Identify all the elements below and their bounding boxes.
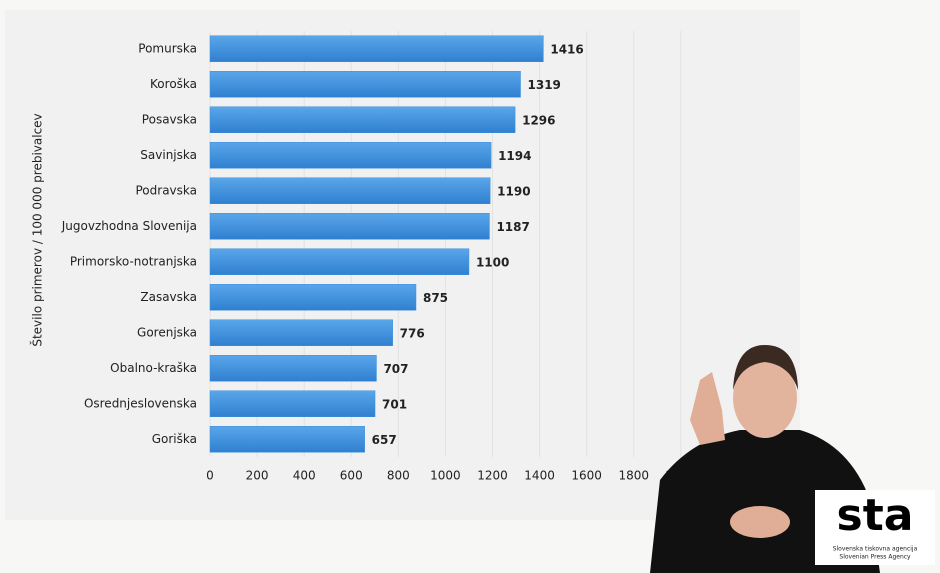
- logo: sta Slovenska tiskovna agencija Slovenia…: [815, 490, 935, 565]
- bar: [209, 426, 365, 453]
- interpreter-hand: [690, 372, 725, 445]
- plot: 0200400600800100012001400160018002000Pom…: [61, 31, 696, 483]
- bar: [209, 213, 490, 240]
- bar: [209, 71, 521, 98]
- bar: [209, 355, 377, 382]
- x-tick-label: 1200: [477, 469, 508, 483]
- x-tick-label: 1000: [430, 469, 461, 483]
- value-label: 776: [400, 326, 425, 340]
- y-tick-label: Pomurska: [138, 41, 197, 55]
- y-tick-label: Koroška: [150, 77, 197, 91]
- bar: [209, 35, 544, 62]
- value-label: 657: [372, 433, 397, 447]
- bar: [209, 142, 492, 169]
- y-tick-label: Jugovzhodna Slovenija: [61, 219, 197, 233]
- value-label: 707: [383, 362, 408, 376]
- x-tick-label: 1600: [571, 469, 602, 483]
- y-axis-label: Število primerov / 100 000 prebivalcev: [30, 113, 45, 346]
- value-label: 1194: [498, 149, 531, 163]
- logo-line: Slovenska tiskovna agencija: [833, 546, 918, 553]
- value-label: 1190: [497, 184, 530, 198]
- interpreter-hair: [733, 345, 798, 390]
- bar: [209, 248, 470, 275]
- value-label: 701: [382, 397, 407, 411]
- y-tick-label: Savinjska: [140, 148, 197, 162]
- y-tick-label: Osrednjeslovenska: [84, 396, 197, 410]
- value-label: 875: [423, 291, 448, 305]
- logo-line: Slovenian Press Agency: [839, 554, 911, 561]
- bar: [209, 106, 516, 133]
- x-tick-label: 200: [246, 469, 269, 483]
- y-tick-label: Obalno-kraška: [110, 361, 197, 375]
- logo-text: sta: [837, 490, 914, 541]
- x-tick-label: 800: [387, 469, 410, 483]
- y-tick-label: Primorsko-notranjska: [70, 254, 197, 268]
- x-tick-label: 400: [293, 469, 316, 483]
- bar: [209, 284, 417, 311]
- bar: [209, 319, 393, 346]
- logo-box: [815, 490, 935, 565]
- value-label: 1100: [476, 255, 509, 269]
- x-tick-label: 1800: [618, 469, 649, 483]
- value-label: 1416: [550, 42, 583, 56]
- value-label: 1319: [528, 78, 561, 92]
- interpreter-hand: [730, 506, 790, 538]
- y-tick-label: Goriška: [152, 432, 197, 446]
- y-tick-label: Gorenjska: [137, 325, 197, 339]
- x-tick-label: 0: [206, 469, 214, 483]
- y-tick-label: Zasavska: [140, 290, 197, 304]
- x-tick-label: 600: [340, 469, 363, 483]
- value-label: 1296: [522, 113, 555, 127]
- bar: [209, 390, 376, 417]
- interpreter-face: [733, 358, 797, 438]
- value-label: 1187: [496, 220, 529, 234]
- bar: [209, 177, 491, 204]
- x-tick-label: 1400: [524, 469, 555, 483]
- y-tick-label: Podravska: [136, 183, 198, 197]
- y-tick-label: Posavska: [142, 112, 197, 126]
